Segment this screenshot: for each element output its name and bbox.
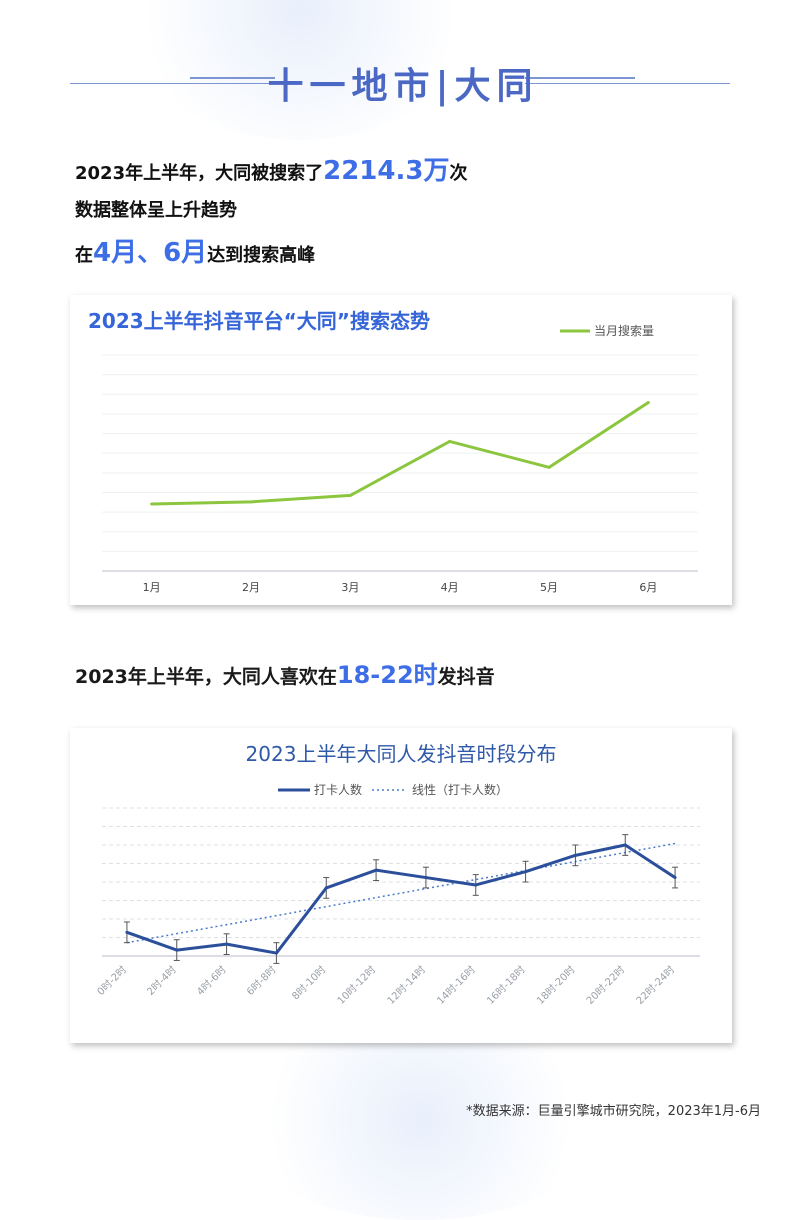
subhead-peak-hours: 18-22时	[336, 661, 438, 689]
posting-time-chart-card: 2023上半年大同人发抖音时段分布 0时-2时 2时-4时 4时-6时 6时-8时 8时…	[70, 728, 732, 1043]
x-tick-label: 20时-22时	[584, 964, 627, 1007]
data-point	[673, 876, 677, 880]
data-point	[374, 868, 378, 872]
data-point	[646, 401, 650, 405]
subhead-pre: 2023年上半年，大同人喜欢在	[75, 666, 337, 688]
intro-line-1-post: 次	[449, 163, 468, 184]
data-point	[274, 951, 278, 955]
x-tick-label: 22时-24时	[634, 964, 677, 1007]
intro-peak-months: 4月、6月	[93, 238, 208, 268]
header-rule-right-1	[525, 83, 730, 84]
search-trend-chart-card: 2023上半年抖音平台“大同”搜索态势 1月 2月 3月 4月 5月 6月 当月搜索量	[70, 295, 732, 605]
posting-time-headline: 2023年上半年，大同人喜欢在18-22时发抖音	[75, 655, 495, 690]
subhead-post: 发抖音	[437, 666, 495, 688]
x-tick-label: 18时-20时	[534, 964, 577, 1007]
intro-search-count: 2214.3万	[323, 156, 450, 186]
data-point	[623, 843, 627, 847]
data-point	[547, 465, 551, 469]
legend-label-trendline: 线性（打卡人数）	[412, 782, 508, 797]
data-point	[474, 883, 478, 887]
intro-line-3-post: 达到搜索高峰	[207, 245, 316, 266]
x-tick-label: 4时-6时	[195, 964, 229, 998]
x-tick-label: 6时-8时	[244, 964, 278, 998]
x-tick-label: 3月	[341, 581, 359, 594]
data-source-note: *数据来源：巨量引擎城市研究院，2023年1月-6月	[466, 1104, 761, 1119]
legend-label-search-volume: 当月搜索量	[594, 323, 654, 338]
x-tick-label: 8时-10时	[290, 964, 329, 1003]
x-tick-label: 2月	[242, 581, 260, 594]
posting-time-chart-title: 2023上半年大同人发抖音时段分布	[245, 742, 557, 766]
data-point	[524, 870, 528, 874]
x-tick-label: 5月	[540, 581, 558, 594]
data-point	[448, 439, 452, 443]
intro-line-1-pre: 2023年上半年，大同被搜索了	[75, 163, 324, 184]
intro-line-1: 2023年上半年，大同被搜索了2214.3万次	[75, 150, 467, 187]
x-tick-label: 2时-4时	[145, 964, 179, 998]
header-rule-left-1	[70, 83, 275, 84]
x-tick-label: 4月	[441, 581, 459, 594]
data-point	[175, 948, 179, 952]
data-point	[424, 876, 428, 880]
x-tick-label: 6月	[639, 581, 657, 594]
legend-label-checkin-count: 打卡人数	[314, 782, 362, 797]
page-header: 十一地市|大同	[0, 55, 806, 115]
series-line-search-volume	[151, 401, 650, 506]
x-tick-label: 0时-2时	[95, 964, 129, 998]
x-tick-label: 12时-14时	[385, 964, 428, 1007]
intro-line-3-pre: 在	[75, 245, 93, 266]
intro-line-3: 在4月、6月达到搜索高峰	[75, 232, 315, 269]
search-trend-chart-title: 2023上半年抖音平台“大同”搜索态势	[88, 309, 430, 333]
data-point	[150, 502, 154, 506]
data-point	[125, 930, 129, 934]
data-point	[249, 500, 253, 504]
header-rule-right-2	[525, 77, 635, 79]
intro-line-2: 数据整体呈上升趋势	[75, 200, 237, 221]
x-tick-label: 16时-18时	[485, 964, 528, 1007]
x-tick-label: 1月	[143, 581, 161, 594]
page-title: 十一地市|大同	[267, 65, 539, 107]
search-trend-chart: 1月 2月 3月 4月 5月 6月 当月搜索量	[102, 323, 698, 594]
data-point	[225, 942, 229, 946]
x-tick-label: 14时-16时	[435, 964, 478, 1007]
series-line-checkin-count	[126, 843, 676, 955]
trendline-linear	[126, 842, 676, 944]
data-point	[573, 853, 577, 857]
posting-time-chart: 0时-2时 2时-4时 4时-6时 6时-8时 8时-10时 10时-12时 12时-14时…	[95, 782, 700, 1007]
background-blob-bottom	[230, 1020, 610, 1220]
header-rule-left-2	[190, 77, 275, 79]
x-tick-label: 10时-12时	[335, 964, 378, 1007]
data-point	[348, 493, 352, 497]
data-point	[324, 886, 328, 890]
